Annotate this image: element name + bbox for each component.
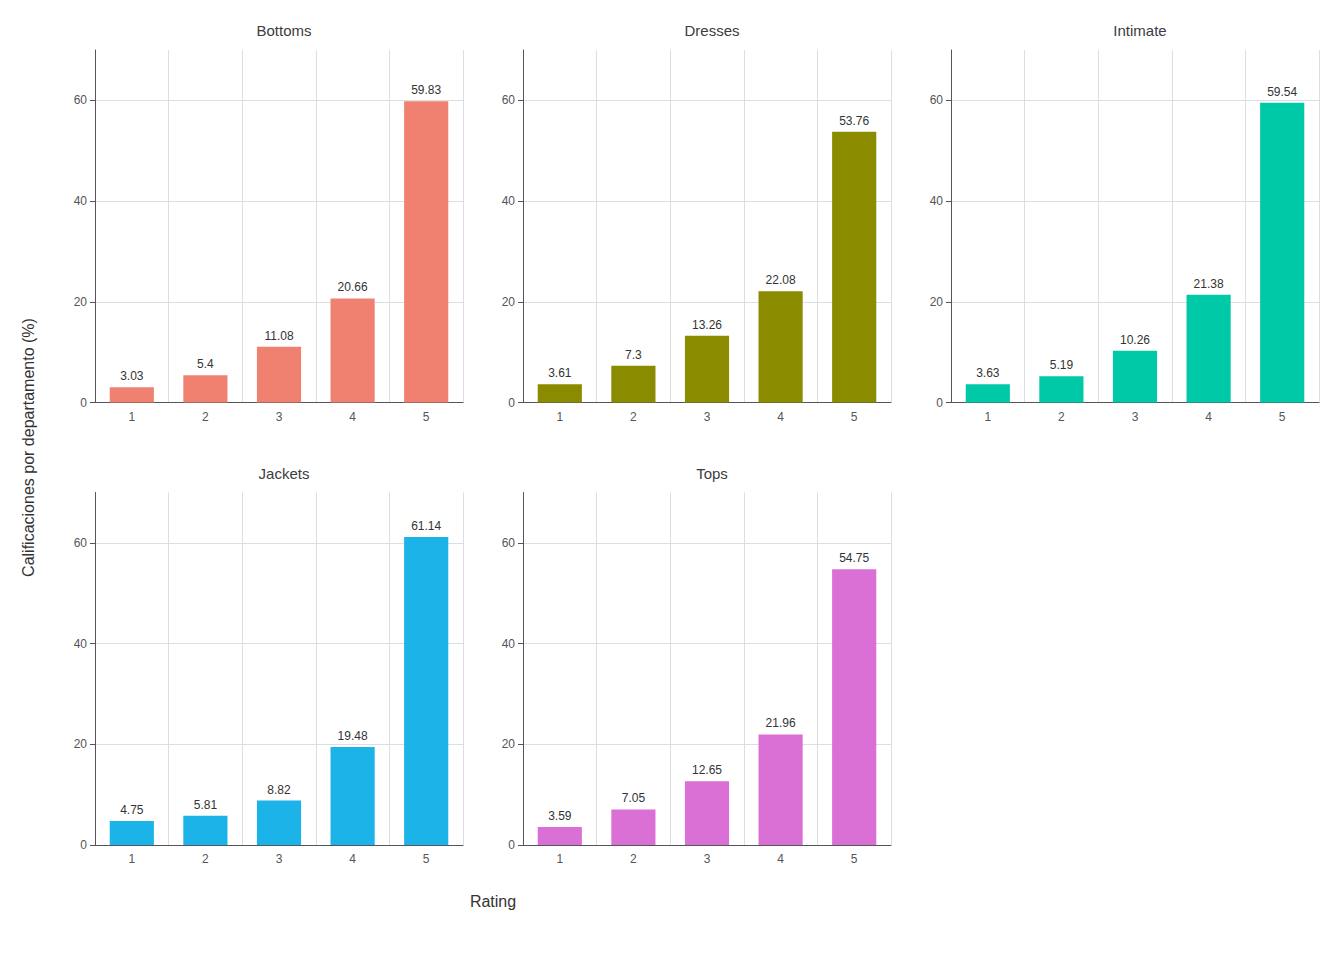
svg-text:40: 40 (74, 194, 88, 208)
svg-text:4: 4 (777, 410, 784, 424)
svg-text:Intimate: Intimate (1113, 22, 1166, 39)
svg-text:59.54: 59.54 (1267, 85, 1297, 99)
svg-text:Dresses: Dresses (684, 22, 739, 39)
svg-text:61.14: 61.14 (411, 519, 441, 533)
svg-text:0: 0 (936, 396, 943, 410)
svg-text:1: 1 (128, 852, 135, 866)
svg-text:0: 0 (508, 838, 515, 852)
svg-text:4: 4 (349, 852, 356, 866)
svg-text:5: 5 (423, 852, 430, 866)
svg-text:2: 2 (630, 410, 637, 424)
svg-text:3: 3 (704, 410, 711, 424)
svg-text:3: 3 (1132, 410, 1139, 424)
svg-text:Jackets: Jackets (259, 465, 310, 482)
svg-text:2: 2 (202, 852, 209, 866)
svg-text:13.26: 13.26 (692, 318, 722, 332)
svg-text:4: 4 (1205, 410, 1212, 424)
svg-text:60: 60 (502, 93, 516, 107)
svg-text:Bottoms: Bottoms (256, 22, 311, 39)
svg-text:40: 40 (502, 194, 516, 208)
svg-text:53.76: 53.76 (839, 114, 869, 128)
svg-text:21.96: 21.96 (766, 716, 796, 730)
svg-text:5.81: 5.81 (194, 798, 218, 812)
svg-text:60: 60 (74, 536, 88, 550)
svg-text:1: 1 (984, 410, 991, 424)
svg-text:1: 1 (556, 852, 563, 866)
svg-text:4.75: 4.75 (120, 803, 144, 817)
svg-text:3.03: 3.03 (120, 369, 144, 383)
svg-text:2: 2 (202, 410, 209, 424)
svg-text:3.61: 3.61 (548, 366, 572, 380)
svg-text:40: 40 (930, 194, 944, 208)
svg-text:4: 4 (777, 852, 784, 866)
svg-text:11.08: 11.08 (264, 329, 293, 343)
svg-text:60: 60 (930, 93, 944, 107)
svg-text:20: 20 (502, 737, 516, 751)
svg-text:0: 0 (508, 396, 515, 410)
svg-text:1: 1 (556, 410, 563, 424)
svg-text:3.63: 3.63 (976, 366, 1000, 380)
svg-text:20: 20 (502, 295, 516, 309)
svg-text:10.26: 10.26 (1120, 333, 1150, 347)
svg-text:5.4: 5.4 (197, 357, 214, 371)
svg-text:19.48: 19.48 (338, 729, 368, 743)
svg-text:Rating: Rating (470, 893, 516, 910)
svg-text:5: 5 (851, 852, 858, 866)
svg-text:40: 40 (74, 637, 88, 651)
svg-text:5: 5 (423, 410, 430, 424)
svg-text:20: 20 (74, 737, 88, 751)
svg-text:20: 20 (74, 295, 88, 309)
svg-text:0: 0 (80, 396, 87, 410)
svg-text:3: 3 (276, 410, 283, 424)
svg-text:0: 0 (80, 838, 87, 852)
svg-text:5: 5 (851, 410, 858, 424)
svg-text:Calificaciones por departament: Calificaciones por departamento (%) (20, 318, 37, 577)
svg-text:40: 40 (502, 637, 516, 651)
svg-text:1: 1 (128, 410, 135, 424)
svg-text:2: 2 (630, 852, 637, 866)
svg-text:Tops: Tops (696, 465, 728, 482)
svg-text:7.05: 7.05 (622, 791, 646, 805)
svg-text:54.75: 54.75 (839, 551, 869, 565)
svg-text:8.82: 8.82 (267, 783, 291, 797)
svg-text:60: 60 (74, 93, 88, 107)
svg-text:5.19: 5.19 (1050, 358, 1074, 372)
svg-text:60: 60 (502, 536, 516, 550)
svg-text:20: 20 (930, 295, 944, 309)
svg-text:2: 2 (1058, 410, 1065, 424)
svg-text:20.66: 20.66 (338, 280, 368, 294)
svg-text:59.83: 59.83 (411, 83, 441, 97)
svg-text:21.38: 21.38 (1194, 277, 1224, 291)
svg-text:12.65: 12.65 (692, 763, 722, 777)
svg-text:3.59: 3.59 (548, 809, 572, 823)
svg-text:4: 4 (349, 410, 356, 424)
svg-text:3: 3 (276, 852, 283, 866)
svg-text:22.08: 22.08 (766, 273, 796, 287)
svg-text:7.3: 7.3 (625, 348, 642, 362)
svg-text:5: 5 (1279, 410, 1286, 424)
svg-text:3: 3 (704, 852, 711, 866)
